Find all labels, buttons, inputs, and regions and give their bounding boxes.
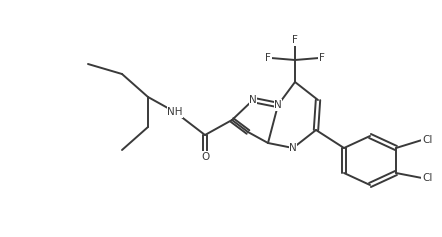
Text: F: F (265, 53, 271, 63)
Text: N: N (274, 100, 282, 110)
Text: Cl: Cl (422, 135, 432, 145)
Text: Cl: Cl (422, 173, 432, 183)
Text: O: O (201, 152, 209, 162)
Text: N: N (289, 143, 297, 153)
Text: N: N (249, 95, 257, 105)
Text: F: F (292, 35, 298, 45)
Text: NH: NH (167, 107, 183, 117)
Text: F: F (319, 53, 325, 63)
